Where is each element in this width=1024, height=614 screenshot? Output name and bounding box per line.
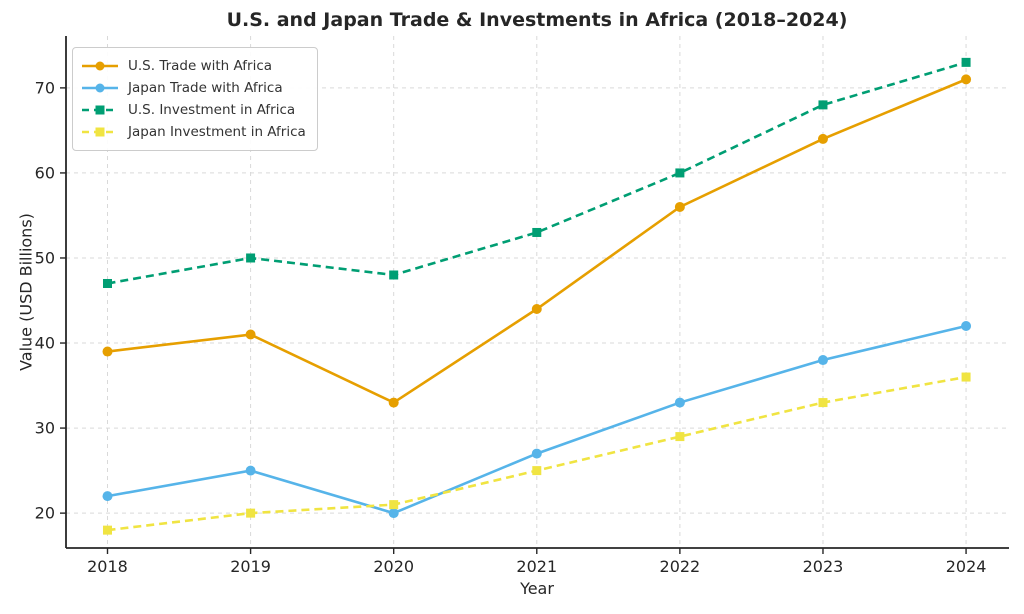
data-point-circle (961, 74, 972, 85)
legend-item: Japan Investment in Africa (81, 121, 306, 143)
data-point-circle (245, 465, 256, 476)
data-point-circle (531, 304, 542, 315)
data-point-square (532, 227, 542, 237)
y-tick-label: 60 (35, 163, 55, 182)
legend-swatch-marker (95, 83, 105, 93)
legend-label: Japan Investment in Africa (128, 124, 306, 140)
y-axis-label: Value (USD Billions) (16, 213, 36, 371)
data-point-square (532, 466, 542, 476)
data-point-circle (674, 201, 685, 212)
legend-swatch-line-circle-icon (82, 61, 118, 71)
legend-swatch-marker (95, 127, 105, 137)
data-point-square (246, 508, 256, 518)
x-tick-label: 2024 (946, 557, 987, 576)
data-point-square (961, 57, 971, 67)
legend-item: U.S. Trade with Africa (81, 55, 306, 77)
x-tick-label: 2021 (516, 557, 557, 576)
data-point-square (818, 100, 828, 110)
legend: U.S. Trade with Africa Japan Trade with … (72, 47, 318, 151)
legend-swatch-line-circle-icon (82, 83, 118, 93)
y-tick-label: 20 (35, 504, 55, 523)
legend-swatch-dash-square-icon (82, 105, 118, 115)
legend-swatch-dash-square-icon (82, 127, 118, 137)
legend-swatch-marker (95, 61, 105, 71)
data-point-circle (531, 448, 542, 459)
data-point-circle (102, 491, 113, 502)
y-tick-label: 70 (35, 78, 55, 97)
data-point-circle (245, 329, 256, 340)
data-point-circle (388, 508, 399, 519)
y-tick-label: 50 (35, 248, 55, 267)
data-point-square (246, 253, 256, 263)
y-tick-label: 30 (35, 419, 55, 438)
chart-title: U.S. and Japan Trade & Investments in Af… (226, 9, 848, 31)
x-tick-label: 2022 (660, 557, 701, 576)
data-point-square (675, 168, 685, 178)
legend-item: U.S. Investment in Africa (81, 99, 306, 121)
x-tick-label: 2019 (230, 557, 271, 576)
data-point-circle (388, 397, 399, 408)
legend-label: U.S. Trade with Africa (128, 58, 273, 74)
data-point-circle (817, 133, 828, 144)
x-tick-label: 2023 (803, 557, 844, 576)
data-point-circle (674, 397, 685, 408)
x-tick-label: 2018 (87, 557, 128, 576)
data-point-square (389, 500, 399, 510)
data-point-circle (961, 321, 972, 332)
data-point-square (961, 372, 971, 382)
x-tick-label: 2020 (373, 557, 414, 576)
legend-item: Japan Trade with Africa (81, 77, 306, 99)
data-point-square (102, 278, 112, 288)
data-point-circle (102, 346, 113, 357)
x-axis-label: Year (520, 579, 554, 598)
data-point-square (389, 270, 399, 280)
data-point-circle (817, 355, 828, 366)
y-tick-label: 40 (35, 334, 55, 353)
legend-label: U.S. Investment in Africa (128, 102, 296, 118)
data-point-square (818, 398, 828, 408)
data-point-square (675, 432, 685, 442)
data-point-square (102, 525, 112, 535)
legend-swatch-marker (95, 105, 105, 115)
legend-label: Japan Trade with Africa (128, 80, 283, 96)
